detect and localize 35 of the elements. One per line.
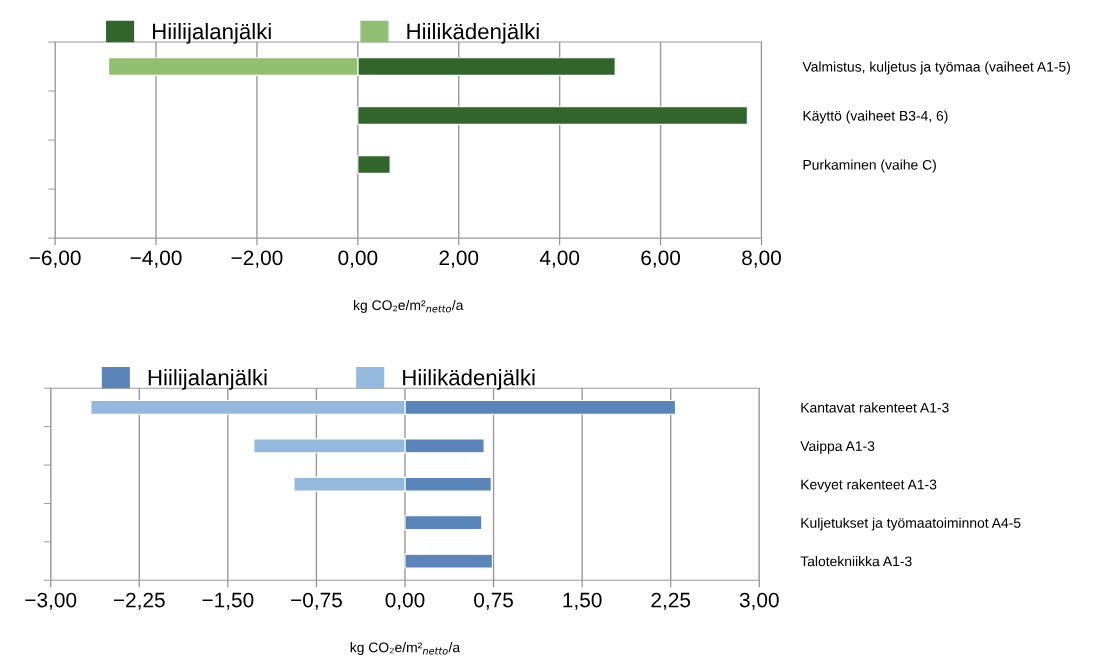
y-tick-label: Valmistus, kuljetus ja työmaa (vaiheet A1-5) <box>802 61 1070 75</box>
x-axis-title: kg CO₂e/m²$_{netto}$/a <box>354 299 464 313</box>
bar <box>357 155 391 174</box>
y-tick-label: Kevyet rakenteet A1-3 <box>801 479 937 493</box>
y-tick-label: Kuljetukset ja työmaatoiminnot A4-5 <box>801 517 1021 531</box>
x-tick-label: −2,25 <box>113 592 165 610</box>
y-tick-label: Käyttö (vaiheet B3-4, 6) <box>803 110 948 124</box>
x-tick-label: 0,75 <box>474 592 513 610</box>
bar <box>357 106 748 125</box>
x-tick-label: −0,75 <box>291 592 342 610</box>
x-tick-label: −6,00 <box>29 250 81 268</box>
x-axis-title: kg CO₂e/m²$_{netto}$/a <box>350 642 461 656</box>
legend-label: Hiilikädenjälki <box>403 369 535 390</box>
x-tick-label: −3,00 <box>25 592 77 610</box>
legend-label: Hiilikädenjälki <box>407 23 539 44</box>
x-tick-label: 6,00 <box>641 250 681 268</box>
legend-label: Hiilijalanjälki <box>153 23 271 44</box>
x-tick-label: 4,00 <box>539 250 580 268</box>
y-tick-label: Kantavat rakenteet A1-3 <box>801 402 949 413</box>
x-tick-label: −2,00 <box>231 250 283 268</box>
bar <box>404 515 483 531</box>
x-tick-label: 0,00 <box>385 592 425 610</box>
bar <box>404 553 493 569</box>
x-tick-label: 3,00 <box>739 592 779 610</box>
x-tick-label: 8,00 <box>742 250 781 268</box>
x-tick-label: −4,00 <box>130 250 182 268</box>
x-tick-label: 2,25 <box>651 592 691 610</box>
x-tick-label: 0,00 <box>338 250 378 268</box>
y-tick-label: Talotekniikka A1-3 <box>800 556 912 567</box>
x-tick-label: 1,50 <box>563 592 602 610</box>
y-tick-label: Purkaminen (vaihe C) <box>803 159 936 173</box>
x-tick-label: 2,00 <box>439 250 479 268</box>
y-tick-label: Vaippa A1-3 <box>800 440 875 454</box>
x-tick-label: −1,50 <box>202 592 254 610</box>
legend-label: Hiilijalanjälki <box>148 369 267 390</box>
